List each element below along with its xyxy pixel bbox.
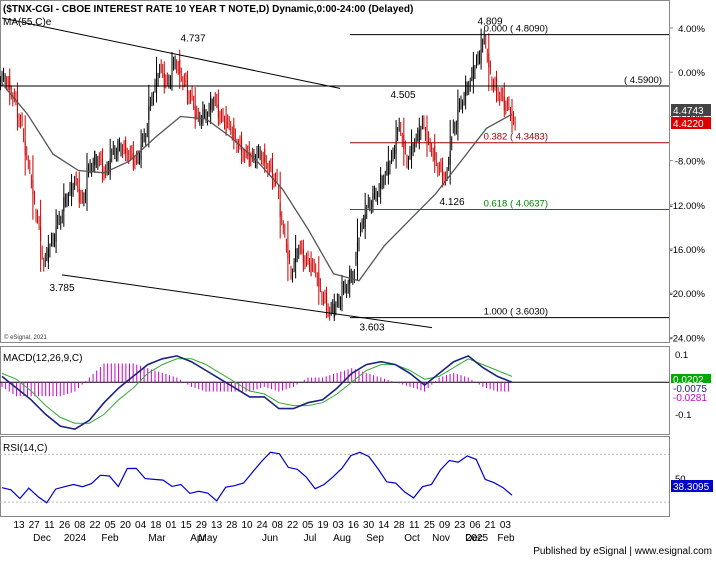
x-day-tick: 28 bbox=[226, 520, 238, 531]
x-month-label: Feb bbox=[497, 533, 515, 544]
x-day-tick: 30 bbox=[363, 520, 375, 531]
fib-label: 0.382 ( 4.3483) bbox=[484, 132, 548, 143]
x-month-label: Apr bbox=[190, 533, 206, 544]
rsi-tag: 38.3095 bbox=[673, 482, 710, 493]
price-y-tick: 4.00% bbox=[678, 24, 705, 35]
x-month-label: Mar bbox=[148, 533, 166, 544]
x-day-tick: 24 bbox=[257, 520, 269, 531]
x-day-tick: 10 bbox=[241, 520, 253, 531]
x-day-tick: 05 bbox=[105, 520, 117, 531]
x-day-tick: 05 bbox=[302, 520, 314, 531]
price-y-tick: -12.00% bbox=[670, 201, 706, 212]
macd-tag-bg bbox=[671, 374, 711, 384]
upper-trendline bbox=[1, 17, 341, 89]
price-annotation: 4.809 bbox=[477, 17, 502, 28]
macd-tag: -0.0281 bbox=[673, 393, 707, 404]
x-day-tick: 03 bbox=[333, 520, 345, 531]
fib-label: ( 4.5900) bbox=[624, 75, 662, 86]
x-day-tick: 13 bbox=[13, 520, 25, 531]
x-month-label: Nov bbox=[432, 533, 450, 544]
x-month-label: 2025 bbox=[466, 533, 489, 544]
price-y-tick: -8.00% bbox=[675, 157, 706, 168]
ma-line bbox=[1, 83, 513, 282]
price-y-tick: 0.00% bbox=[678, 68, 705, 79]
x-day-tick: 27 bbox=[29, 520, 41, 531]
price-annotation: 4.126 bbox=[439, 197, 464, 208]
macd-tag-bg bbox=[671, 383, 711, 393]
macd-signal-line bbox=[1, 358, 513, 424]
price-annotation: 4.737 bbox=[180, 34, 205, 45]
x-day-tick: 13 bbox=[211, 520, 223, 531]
rsi-panel-frame bbox=[0, 436, 670, 517]
macd-y-tick: 0.1 bbox=[675, 350, 688, 361]
x-month-label: May bbox=[199, 533, 218, 544]
published-footer: Published by eSignal | www.esignal.com bbox=[533, 546, 712, 557]
macd-line bbox=[1, 354, 513, 430]
ma-label: MA(55,C)e bbox=[3, 17, 52, 28]
rsi-title: RSI(14,C) bbox=[3, 443, 47, 454]
x-day-tick: 15 bbox=[181, 520, 193, 531]
rsi-line bbox=[1, 451, 513, 504]
price-annotation: 4.505 bbox=[390, 90, 415, 101]
x-day-tick: 01 bbox=[165, 520, 177, 531]
x-day-tick: 19 bbox=[317, 520, 329, 531]
x-day-tick: 16 bbox=[348, 520, 360, 531]
fib-label: 0.000 ( 4.8090) bbox=[484, 24, 548, 35]
x-day-tick: 18 bbox=[150, 520, 162, 531]
price-panel-frame bbox=[0, 0, 670, 343]
lower-trendline bbox=[61, 274, 433, 329]
price-annotation: 3.785 bbox=[49, 283, 74, 294]
fib-label: 0.618 ( 4.0637) bbox=[484, 198, 548, 209]
rsi-tag-bg bbox=[671, 480, 713, 492]
price-y-tick: -24.00% bbox=[670, 333, 706, 344]
x-day-tick: 03 bbox=[500, 520, 512, 531]
x-day-tick: 09 bbox=[439, 520, 451, 531]
x-day-tick: 11 bbox=[409, 520, 420, 531]
rsi-y-tick: 50 bbox=[675, 474, 686, 485]
x-day-tick: 29 bbox=[196, 520, 208, 531]
x-day-tick: 04 bbox=[135, 520, 147, 531]
x-month-label: Dec bbox=[33, 533, 51, 544]
price-tag-bg bbox=[671, 104, 711, 116]
x-month-label: Feb bbox=[101, 533, 119, 544]
x-day-tick: 22 bbox=[89, 520, 101, 531]
x-day-tick: 06 bbox=[469, 520, 481, 531]
x-day-tick: 11 bbox=[44, 520, 55, 531]
copyright: © eSignal, 2021 bbox=[4, 334, 47, 341]
x-month-label: 2024 bbox=[64, 533, 87, 544]
x-month-label: Jun bbox=[262, 533, 278, 544]
macd-tag-bg bbox=[671, 392, 711, 402]
x-day-tick: 26 bbox=[59, 520, 71, 531]
x-month-label: Aug bbox=[333, 533, 351, 544]
price-tag: 4.4743 bbox=[673, 106, 704, 117]
x-day-tick: 21 bbox=[485, 520, 497, 531]
x-day-tick: 23 bbox=[454, 520, 466, 531]
x-month-label: Oct bbox=[404, 533, 420, 544]
x-day-tick: 22 bbox=[287, 520, 299, 531]
price-tag-bg bbox=[671, 117, 711, 129]
macd-title: MACD(12,26,9,C) bbox=[3, 353, 82, 364]
chart-title: ($TNX-CGI - CBOE INTEREST RATE 10 YEAR T… bbox=[3, 4, 413, 15]
fib-label: 1.000 ( 3.6030) bbox=[484, 307, 548, 318]
macd-tag: -0.0075 bbox=[673, 384, 707, 395]
price-y-tick: -16.00% bbox=[670, 245, 706, 256]
price-tag: 4.4220 bbox=[673, 119, 704, 130]
price-annotation: 3.603 bbox=[359, 323, 384, 334]
x-day-tick: 28 bbox=[393, 520, 405, 531]
x-day-tick: 25 bbox=[424, 520, 436, 531]
macd-tag: 0.0202 bbox=[673, 375, 704, 386]
x-day-tick: 08 bbox=[74, 520, 86, 531]
x-month-label: Sep bbox=[366, 533, 384, 544]
x-day-tick: 08 bbox=[272, 520, 284, 531]
price-y-tick: -20.00% bbox=[670, 289, 706, 300]
x-day-tick: 20 bbox=[120, 520, 132, 531]
macd-y-tick: -0.1 bbox=[675, 410, 691, 421]
x-month-label: Jul bbox=[304, 533, 317, 544]
x-month-label: Dec bbox=[465, 533, 483, 544]
x-day-tick: 14 bbox=[378, 520, 390, 531]
